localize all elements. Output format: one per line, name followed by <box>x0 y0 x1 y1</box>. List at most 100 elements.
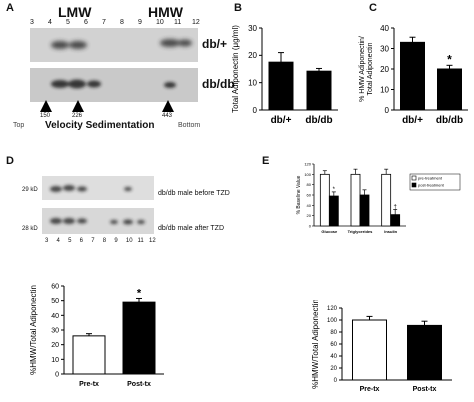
y-tick-label: 20 <box>307 213 312 218</box>
lane-number: 3 <box>30 19 34 26</box>
legend-swatch <box>411 175 417 181</box>
panel-e-letter: E <box>262 155 270 167</box>
marker-arrow-226 <box>72 100 84 112</box>
y-tick-label: 60 <box>330 342 337 348</box>
bar <box>400 41 425 111</box>
lane-numbers-d: 3 4 5 6 7 8 9 10 11 12 <box>45 238 156 248</box>
bar-post-treatment <box>328 195 339 227</box>
bands-dbdb <box>51 79 176 89</box>
category-label: Glucose <box>321 229 338 234</box>
bar <box>268 61 294 111</box>
row-label-dbplus: db/+ <box>202 37 228 51</box>
y-tick-label: 40 <box>307 203 312 208</box>
bar <box>122 301 156 375</box>
chart-e-top: 0 20 40 60 80 100 120 * Glucose Triglycerides † Ins… <box>296 162 461 234</box>
category-label: Post-tx <box>127 381 151 388</box>
category-label: db/+ <box>402 115 423 126</box>
marker-arrow-150 <box>40 100 52 112</box>
y-tick-label: 60 <box>51 283 59 290</box>
y-tick-label: 0 <box>385 106 390 115</box>
chart-c: 0 10 20 30 40 db/+ * db/db % HMW Adiponectin/Tot… <box>359 24 468 126</box>
significance-marker: † <box>393 204 396 210</box>
significance-marker: * <box>137 287 142 299</box>
y-axis-label: Total Adiponectin <box>367 42 374 95</box>
lane-number: 4 <box>48 19 52 26</box>
panel-b-letter: B <box>234 2 242 14</box>
y-tick-label: 0 <box>55 371 59 378</box>
lane-number: 5 <box>66 19 70 26</box>
kd-label-29: 29 kD <box>22 187 38 193</box>
marker-150: 150 <box>40 113 51 119</box>
bands-before <box>50 185 132 192</box>
y-tick-label: 100 <box>327 318 338 324</box>
lane-number: 7 <box>102 19 106 26</box>
kd-label-28: 28 kD <box>22 226 38 232</box>
y-tick-label: 20 <box>248 51 257 60</box>
y-tick-label: 20 <box>330 366 337 372</box>
significance-marker: * <box>447 52 452 66</box>
marker-arrows <box>40 100 174 112</box>
western-blot-d <box>42 176 154 234</box>
y-tick-label: 80 <box>307 182 312 187</box>
lane-number: 12 <box>192 19 200 26</box>
bar <box>437 68 462 111</box>
lane-numbers-a: 3 4 5 6 7 8 9 10 11 12 <box>30 19 200 29</box>
y-axis-label: Total Adiponectin (μg/ml) <box>231 25 240 113</box>
lane-number: 8 <box>102 238 107 244</box>
bar-post-treatment <box>390 214 401 227</box>
category-label: db/+ <box>271 115 292 126</box>
panel-a-letter: A <box>6 2 14 14</box>
panel-d-letter: D <box>6 155 14 167</box>
y-tick-label: 30 <box>380 44 389 53</box>
bar <box>72 335 106 375</box>
legend-box <box>409 173 461 191</box>
chart-b: 0 10 20 30 db/+ db/db Total Adiponectin (μg/ml… <box>231 24 338 126</box>
bar <box>306 70 332 111</box>
lane-number: 7 <box>91 238 95 244</box>
bar <box>407 324 442 381</box>
category-label: Triglycerides <box>348 229 373 234</box>
chart-d: 0 10 20 30 40 50 60 Pre-tx * Post-tx %HMW/Total Ad… <box>29 283 164 388</box>
bar-pre-treatment <box>319 173 330 227</box>
legend-swatch <box>411 182 417 188</box>
y-tick-label: 0 <box>253 106 258 115</box>
category-label: Pre-tx <box>360 386 380 393</box>
marker-arrow-443 <box>162 100 174 112</box>
bar-pre-treatment <box>381 173 392 227</box>
bar-post-treatment <box>359 194 370 227</box>
y-tick-label: 10 <box>248 78 257 87</box>
lane-number: 6 <box>84 19 88 26</box>
lane-number: 12 <box>149 238 156 244</box>
lane-number: 11 <box>174 19 182 26</box>
marker-226: 226 <box>72 113 83 119</box>
y-tick-label: 20 <box>51 342 59 349</box>
lane-number: 9 <box>114 238 118 244</box>
y-tick-label: 100 <box>304 172 311 177</box>
legend-label: post-treatment <box>418 183 445 188</box>
y-tick-label: 60 <box>307 193 312 198</box>
y-tick-label: 120 <box>327 306 338 312</box>
y-axis-label: % HMW Adiponectin/ <box>359 36 366 102</box>
y-tick-label: 0 <box>309 224 312 229</box>
category-label: db/db <box>305 115 332 126</box>
bands-after <box>50 218 145 225</box>
row-label-before-tzd: db/db male before TZD <box>158 190 230 197</box>
category-label: Pre-tx <box>79 381 99 388</box>
category-label: db/db <box>436 115 463 126</box>
category-label: Insulin <box>384 229 397 234</box>
lmw-label: LMW <box>58 4 92 20</box>
lane-number: 5 <box>68 238 72 244</box>
y-tick-label: 30 <box>51 327 59 334</box>
significance-marker: * <box>333 187 336 193</box>
velocity-sedimentation-title: Velocity Sedimentation <box>45 120 155 131</box>
row-label-dbdb: db/db <box>202 77 235 91</box>
lane-number: 11 <box>137 238 144 244</box>
bands-dbplus <box>51 39 192 49</box>
y-tick-label: 50 <box>51 298 59 305</box>
row-label-after-tzd: db/db male after TZD <box>158 225 225 232</box>
y-tick-label: 10 <box>51 357 59 364</box>
lane-number: 8 <box>120 19 124 26</box>
lane-number: 3 <box>45 238 49 244</box>
lane-number: 9 <box>138 19 142 26</box>
bar-pre-treatment <box>350 173 361 227</box>
